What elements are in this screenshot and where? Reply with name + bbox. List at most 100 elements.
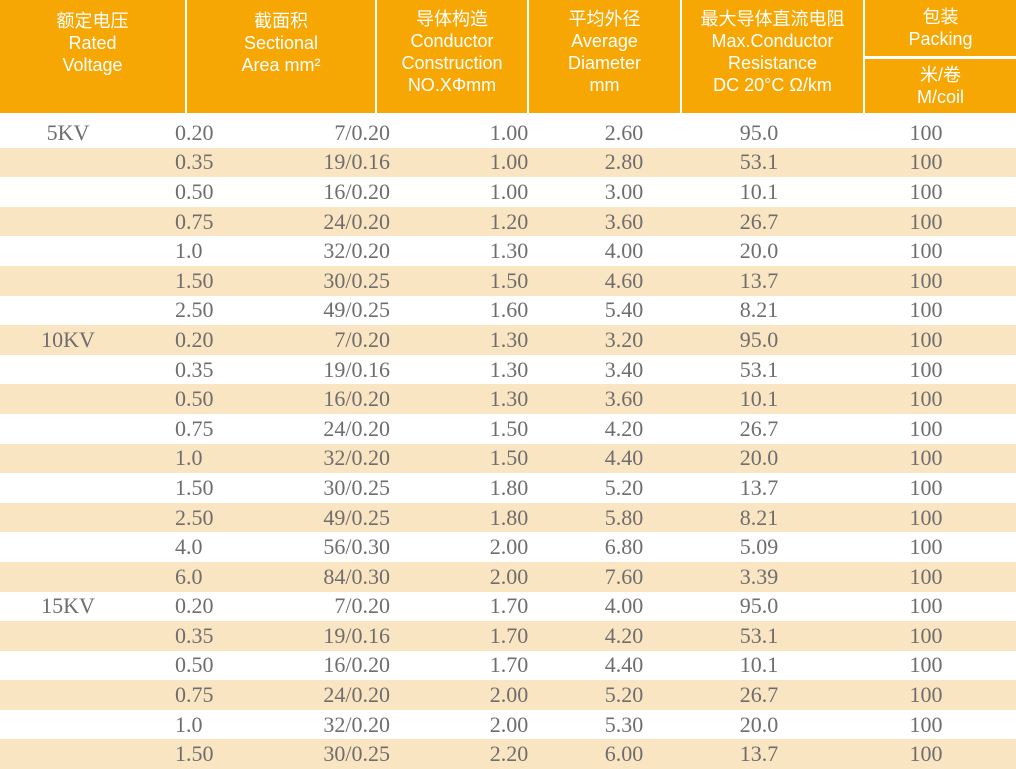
cell-col4-value: 1.30 xyxy=(489,238,529,264)
cell-col4-value: 1.30 xyxy=(489,356,529,382)
cell-packing: 100 xyxy=(909,445,943,471)
table-row: 0.50 16/0.20 1.70 4.40 10.1 100 xyxy=(0,650,1016,681)
cell-sectional-area: 0.35 xyxy=(175,149,214,175)
cell-max-resistance: 13.7 xyxy=(739,267,779,293)
cell-max-resistance: 20.0 xyxy=(739,238,779,264)
cell-average-diameter: 4.60 xyxy=(604,267,644,293)
cell-conductor-construction: 49/0.25 xyxy=(323,297,390,323)
cell-packing: 100 xyxy=(909,593,943,619)
header-line: 平均外径 xyxy=(568,9,641,29)
header-line: Max.Conductor xyxy=(711,31,834,51)
cell-sectional-area: 1.50 xyxy=(175,267,214,293)
header-line: 额定电压 xyxy=(56,11,129,31)
cell-packing: 100 xyxy=(909,326,943,352)
cell-conductor-construction: 7/0.20 xyxy=(334,119,390,145)
cell-average-diameter: 6.80 xyxy=(604,534,644,560)
cell-average-diameter: 4.40 xyxy=(604,652,644,678)
cell-average-diameter: 2.80 xyxy=(604,149,644,175)
cell-max-resistance: 26.7 xyxy=(739,415,779,441)
table-row: 0.50 16/0.20 1.30 3.60 10.1 100 xyxy=(0,384,1016,414)
header-line: Area mm² xyxy=(241,55,321,75)
cell-sectional-area: 0.20 xyxy=(175,119,214,145)
cell-col4-value: 1.30 xyxy=(489,326,529,352)
cell-sectional-area: 0.75 xyxy=(175,682,214,708)
cell-average-diameter: 7.60 xyxy=(604,563,644,589)
cell-sectional-area: 1.50 xyxy=(175,474,214,500)
cell-conductor-construction: 84/0.30 xyxy=(323,563,390,589)
header-packing-unit: 米/卷 M/coil xyxy=(865,59,1016,113)
table-row: 0.75 24/0.20 1.50 4.20 26.7 100 xyxy=(0,413,1016,444)
header-average-diameter: 平均外径 Average Diameter mm xyxy=(529,0,680,113)
header-packing: 包装 Packing xyxy=(865,0,1016,56)
cell-conductor-construction: 24/0.20 xyxy=(323,415,390,441)
header-line: Average xyxy=(571,31,638,51)
table-row: 0.35 19/0.16 1.70 4.20 53.1 100 xyxy=(0,621,1016,651)
table-row: 0.75 24/0.20 2.00 5.20 26.7 100 xyxy=(0,680,1016,710)
cell-col4-value: 1.50 xyxy=(489,267,529,293)
header-rated-voltage: 额定电压 Rated Voltage xyxy=(0,0,185,113)
table-row: 5KV 0.20 7/0.20 1.00 2.60 95.0 100 xyxy=(0,118,1016,148)
cell-packing: 100 xyxy=(909,238,943,264)
cell-col4-value: 1.00 xyxy=(489,149,529,175)
cell-max-resistance: 3.39 xyxy=(739,563,779,589)
cell-average-diameter: 3.20 xyxy=(604,326,644,352)
cell-packing: 100 xyxy=(909,178,943,204)
cell-col4-value: 1.70 xyxy=(489,622,529,648)
cell-max-resistance: 26.7 xyxy=(739,682,779,708)
cell-max-resistance: 8.21 xyxy=(739,297,779,323)
header-line: Construction xyxy=(401,53,503,73)
table-row: 0.75 24/0.20 1.20 3.60 26.7 100 xyxy=(0,206,1016,237)
cell-max-resistance: 5.09 xyxy=(739,534,779,560)
header-conductor-construction: 导体构造 Conductor Construction NO.XΦmm xyxy=(377,0,527,113)
header-line: Sectional xyxy=(243,33,319,53)
cell-rated-voltage: 10KV xyxy=(41,326,95,352)
cell-max-resistance: 95.0 xyxy=(739,119,779,145)
table-row: 1.0 32/0.20 1.30 4.00 20.0 100 xyxy=(0,236,1016,266)
cell-average-diameter: 5.20 xyxy=(604,682,644,708)
cell-conductor-construction: 16/0.20 xyxy=(323,386,390,412)
cell-packing: 100 xyxy=(909,149,943,175)
header-line: Conductor xyxy=(410,31,494,51)
cell-max-resistance: 20.0 xyxy=(739,445,779,471)
cell-sectional-area: 0.50 xyxy=(175,652,214,678)
cell-conductor-construction: 19/0.16 xyxy=(323,356,390,382)
cell-average-diameter: 5.20 xyxy=(604,474,644,500)
cell-sectional-area: 4.0 xyxy=(175,534,203,560)
cell-average-diameter: 4.00 xyxy=(604,593,644,619)
cell-col4-value: 1.00 xyxy=(489,119,529,145)
cell-conductor-construction: 7/0.20 xyxy=(334,593,390,619)
cell-sectional-area: 0.20 xyxy=(175,593,214,619)
cell-col4-value: 1.00 xyxy=(489,178,529,204)
cell-max-resistance: 10.1 xyxy=(739,178,779,204)
cell-max-resistance: 53.1 xyxy=(739,149,779,175)
table-row: 0.50 16/0.20 1.00 3.00 10.1 100 xyxy=(0,177,1016,207)
cell-packing: 100 xyxy=(909,534,943,560)
header-line: NO.XΦmm xyxy=(407,75,497,95)
cell-packing: 100 xyxy=(909,622,943,648)
cell-sectional-area: 0.75 xyxy=(175,415,214,441)
cell-conductor-construction: 19/0.16 xyxy=(323,149,390,175)
cell-conductor-construction: 16/0.20 xyxy=(323,652,390,678)
cell-max-resistance: 10.1 xyxy=(739,386,779,412)
cell-sectional-area: 1.50 xyxy=(175,741,214,767)
cell-packing: 100 xyxy=(909,267,943,293)
cell-packing: 100 xyxy=(909,297,943,323)
cell-col4-value: 2.00 xyxy=(489,682,529,708)
cell-col4-value: 1.50 xyxy=(489,415,529,441)
cell-sectional-area: 0.50 xyxy=(175,386,214,412)
header-line: DC 20°C Ω/km xyxy=(713,75,832,95)
cell-sectional-area: 1.0 xyxy=(175,711,203,737)
table-row: 0.35 19/0.16 1.30 3.40 53.1 100 xyxy=(0,354,1016,385)
cell-sectional-area: 0.20 xyxy=(175,326,214,352)
cell-packing: 100 xyxy=(909,474,943,500)
table-row: 2.50 49/0.25 1.60 5.40 8.21 100 xyxy=(0,295,1016,326)
header-line: Resistance xyxy=(727,53,818,73)
cell-conductor-construction: 32/0.20 xyxy=(323,445,390,471)
cell-max-resistance: 13.7 xyxy=(739,741,779,767)
table-row: 1.50 30/0.25 2.20 6.00 13.7 100 xyxy=(0,739,1016,769)
header-line: 米/卷 xyxy=(919,65,961,85)
cell-conductor-construction: 30/0.25 xyxy=(323,474,390,500)
cell-sectional-area: 1.0 xyxy=(175,238,203,264)
cell-packing: 100 xyxy=(909,415,943,441)
cell-average-diameter: 4.20 xyxy=(604,415,644,441)
